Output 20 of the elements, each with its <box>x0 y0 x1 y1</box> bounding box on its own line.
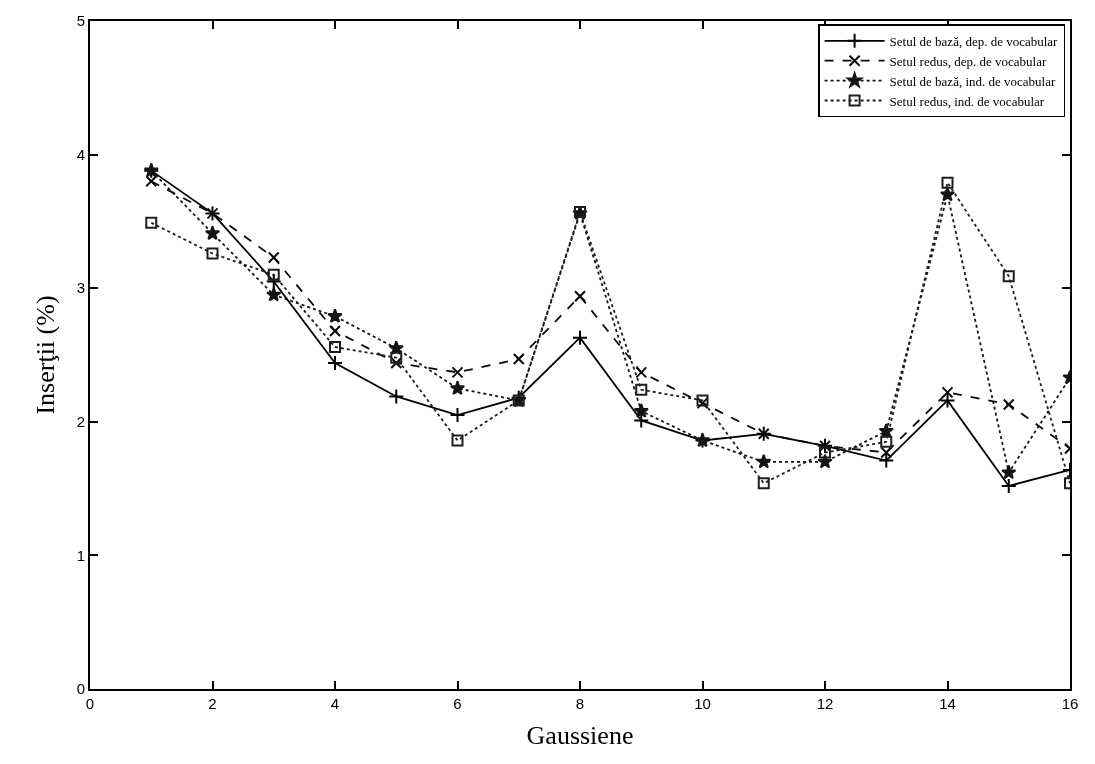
x-tick-label: 2 <box>208 695 217 712</box>
x-tick-label: 8 <box>575 695 585 712</box>
y-axis-title: Inserţii (%) <box>30 295 60 415</box>
x-tick-label: 4 <box>330 695 340 712</box>
legend-label: Setul redus, ind. de vocabular <box>889 93 1045 109</box>
x-tick-label: 16 <box>1061 695 1079 712</box>
legend-label: Setul de bază, dep. de vocabular <box>889 33 1059 49</box>
legend-label: Setul redus, dep. de vocabular <box>889 53 1047 69</box>
y-tick-label: 0 <box>76 680 85 698</box>
y-tick-label: 3 <box>76 279 85 297</box>
y-tick-label: 2 <box>76 413 85 431</box>
x-tick-label: 14 <box>939 695 956 712</box>
y-tick-label: 5 <box>76 12 85 30</box>
y-tick-label: 4 <box>76 145 85 163</box>
x-tick-label: 12 <box>816 695 834 712</box>
y-tick-label: 1 <box>76 546 85 564</box>
legend-label: Setul de bază, ind. de vocabular <box>889 73 1056 89</box>
x-axis-title: Gaussiene <box>526 721 634 751</box>
x-tick-label: 10 <box>694 695 711 712</box>
x-tick-label: 6 <box>453 695 462 712</box>
